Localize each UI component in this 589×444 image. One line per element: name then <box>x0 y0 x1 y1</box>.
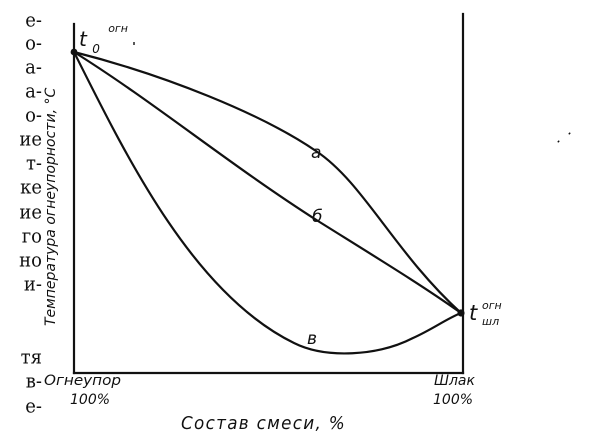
right-end-percent: 100% <box>433 392 473 408</box>
x-axis-label: Состав смеси, % <box>181 413 346 434</box>
start-point-marker <box>70 48 78 56</box>
left-text-line: го <box>21 225 42 248</box>
left-text-line: е- <box>25 395 42 418</box>
left-text-line: тя <box>20 346 42 369</box>
end-point-subscript: шл <box>482 315 499 328</box>
right-end-label: Шлак <box>434 373 475 389</box>
end-point-superscript: огн <box>482 299 502 312</box>
curve-v <box>72 50 463 355</box>
y-axis-label: Температура огнеупорности, °С <box>43 88 59 326</box>
left-text-line: ие <box>19 128 42 151</box>
curve-v-label: в <box>307 329 317 349</box>
left-text-line: о- <box>25 104 42 127</box>
left-text-line: ке <box>20 176 42 199</box>
curve-a <box>72 50 463 315</box>
left-end-label: Огнеупор <box>44 373 121 389</box>
start-point-subscript: 0 <box>92 42 100 56</box>
left-text-line: а- <box>25 80 42 103</box>
curve-a-label: а <box>311 143 321 163</box>
small-mark-2 <box>557 140 560 143</box>
left-text-line: а- <box>25 56 42 79</box>
left-text-line: в- <box>25 370 42 393</box>
curve-b-label: б <box>312 207 322 227</box>
left-text-line: и- <box>23 273 42 296</box>
start-point-superscript: огн <box>108 22 128 35</box>
left-text-line: ие <box>19 201 42 224</box>
left-side-text-fragment: е-о-а-а-о-ие т-ке ие го но и-тя в-е- <box>0 0 42 444</box>
left-text-line: е- <box>25 9 42 32</box>
left-end-percent: 100% <box>70 392 110 408</box>
end-point-main: t <box>469 301 478 325</box>
curve-b <box>72 50 463 315</box>
small-mark-3 <box>568 132 571 135</box>
start-point-label: t 0 огн <box>79 22 128 58</box>
left-text-line: т- <box>25 152 42 175</box>
end-point-marker <box>457 309 465 317</box>
left-text-line: но <box>19 249 42 272</box>
start-point-main: t <box>79 27 88 51</box>
left-text-line: о- <box>25 32 42 55</box>
